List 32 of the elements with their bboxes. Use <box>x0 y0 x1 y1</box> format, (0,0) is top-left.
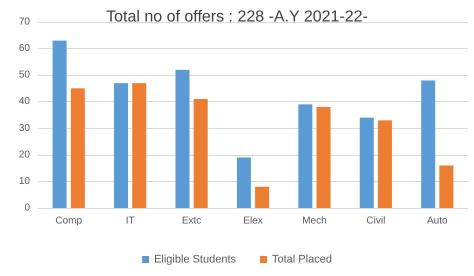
y-tick-label: 70 <box>18 16 30 28</box>
y-tick-label: 40 <box>18 96 30 108</box>
x-tick-label: Extc <box>182 216 202 226</box>
bar <box>52 40 67 208</box>
x-tick-label: Comp <box>55 216 82 226</box>
y-tick-label: 20 <box>18 149 30 160</box>
chart-title: Total no of offers : 228 -A.Y 2021-22- <box>106 8 368 26</box>
x-tick-label: Civil <box>366 216 386 226</box>
x-tick-label: Auto <box>426 216 448 226</box>
bar <box>236 158 251 208</box>
bar <box>439 165 454 208</box>
x-tick-label: IT <box>126 216 135 226</box>
legend-label: Total Placed <box>272 254 332 266</box>
bar <box>194 99 208 208</box>
bar <box>114 83 128 208</box>
bar <box>255 186 270 208</box>
bar <box>70 88 85 208</box>
bar <box>421 80 436 208</box>
x-tick-label: Elex <box>243 216 263 226</box>
y-tick-label: 60 <box>18 43 30 54</box>
bar <box>298 104 312 208</box>
bar <box>316 107 331 208</box>
y-tick-label: 10 <box>18 176 30 187</box>
bar <box>378 120 392 208</box>
bar <box>360 118 374 208</box>
bar <box>175 70 190 208</box>
x-tick-label: Mech <box>302 216 327 226</box>
y-tick-label: 50 <box>18 70 30 81</box>
legend-label: Eligible Students <box>154 254 237 266</box>
y-tick-label: 30 <box>18 122 30 134</box>
y-tick-label: 0 <box>24 202 30 214</box>
bar <box>132 83 146 208</box>
